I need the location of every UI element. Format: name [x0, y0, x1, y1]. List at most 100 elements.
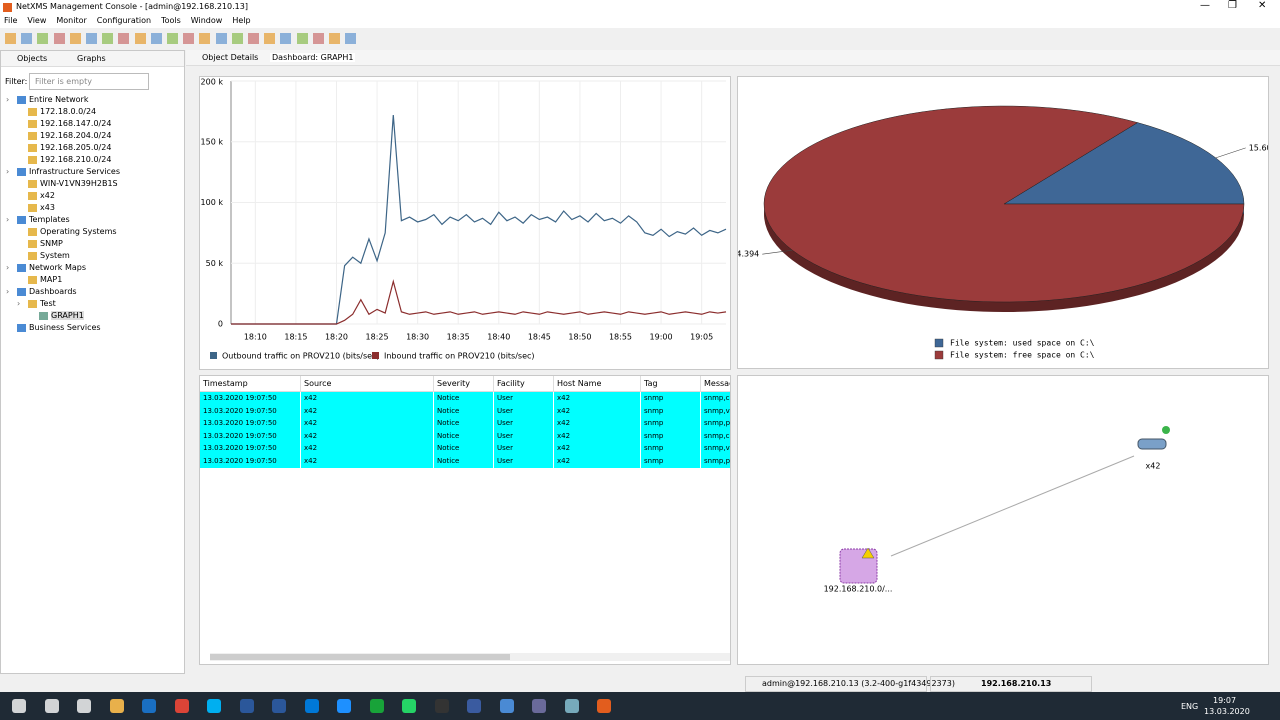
- clock-date[interactable]: 13.03.2020: [1204, 707, 1250, 716]
- restore[interactable]: ❐: [1228, 0, 1237, 11]
- taskbar-icon[interactable]: [77, 699, 91, 713]
- language[interactable]: ENG: [1181, 702, 1199, 711]
- taskbar-icon[interactable]: [467, 699, 481, 713]
- tree-item[interactable]: Entire Network: [29, 95, 89, 104]
- taskbar-icon[interactable]: [12, 699, 26, 713]
- taskbar-icon[interactable]: [272, 699, 286, 713]
- table-row[interactable]: [200, 442, 730, 455]
- tool-button[interactable]: [231, 33, 243, 44]
- taskbar-icon[interactable]: [207, 699, 221, 713]
- router-icon[interactable]: [1137, 438, 1167, 450]
- tool-button[interactable]: [37, 33, 49, 44]
- tool-button[interactable]: [215, 33, 227, 44]
- taskbar-icon[interactable]: [239, 699, 254, 713]
- tree-item[interactable]: Operating Systems: [40, 227, 117, 236]
- h-scrollbar[interactable]: [210, 653, 730, 661]
- menu-item[interactable]: Tools: [161, 16, 181, 25]
- scroll-thumb[interactable]: [210, 654, 510, 660]
- tree-item[interactable]: Templates: [29, 215, 70, 224]
- column-header[interactable]: Timestamp: [200, 376, 301, 391]
- tree-item[interactable]: Business Services: [29, 323, 101, 332]
- table-row[interactable]: [200, 429, 730, 443]
- taskbar-icon[interactable]: [402, 699, 416, 713]
- tool-button[interactable]: [296, 33, 308, 44]
- tool-button[interactable]: [167, 33, 178, 44]
- tool-button[interactable]: [5, 33, 16, 44]
- menu-item[interactable]: File: [4, 16, 18, 25]
- column-header[interactable]: Tag: [641, 376, 701, 391]
- menu-item[interactable]: Monitor: [56, 16, 87, 25]
- taskbar-icon[interactable]: [369, 699, 384, 713]
- menu-item[interactable]: Configuration: [96, 16, 152, 25]
- column-header[interactable]: Source: [301, 376, 434, 391]
- editor-tab[interactable]: Object Details: [202, 53, 259, 62]
- tool-button[interactable]: [280, 33, 292, 44]
- taskbar-icon[interactable]: [564, 699, 579, 713]
- taskbar-icon[interactable]: [174, 699, 189, 713]
- tool-button[interactable]: [345, 33, 357, 44]
- tool-button[interactable]: [86, 33, 97, 44]
- taskbar-icon[interactable]: [337, 699, 351, 713]
- expander[interactable]: ›: [6, 167, 10, 176]
- tree-item[interactable]: 192.168.205.0/24: [40, 143, 112, 152]
- tree-item[interactable]: 192.168.210.0/24: [40, 155, 112, 164]
- tool-button[interactable]: [118, 33, 130, 44]
- tree-item[interactable]: Infrastructure Services: [29, 167, 121, 176]
- expander[interactable]: ›: [17, 299, 21, 308]
- editor-tab[interactable]: Dashboard: GRAPH1: [270, 53, 356, 62]
- expander[interactable]: ›: [6, 95, 10, 104]
- tree-item[interactable]: Test: [40, 299, 56, 308]
- column-header[interactable]: Facility: [494, 376, 554, 391]
- column-header[interactable]: Messag: [701, 376, 730, 391]
- menu-item[interactable]: View: [27, 16, 47, 25]
- expander[interactable]: ›: [6, 287, 10, 296]
- taskbar-icon[interactable]: [499, 699, 514, 713]
- tool-button[interactable]: [102, 33, 114, 44]
- tool-button[interactable]: [53, 33, 65, 44]
- tool-button[interactable]: [199, 33, 211, 44]
- table-row[interactable]: [200, 455, 730, 468]
- tree-item[interactable]: 172.18.0.0/24: [40, 107, 97, 116]
- tree-item[interactable]: x43: [40, 203, 55, 212]
- column-header[interactable]: Host Name: [554, 376, 641, 391]
- tool-button[interactable]: [264, 33, 276, 44]
- table-row[interactable]: [200, 392, 730, 405]
- menu-item[interactable]: Window: [190, 16, 223, 25]
- filter-input[interactable]: Filter is empty: [29, 73, 149, 90]
- taskbar-icon[interactable]: [532, 699, 546, 713]
- tool-button[interactable]: [329, 33, 340, 44]
- taskbar-icon[interactable]: [142, 699, 156, 713]
- taskbar-icon[interactable]: [597, 699, 611, 713]
- tree-item[interactable]: 192.168.147.0/24: [40, 119, 112, 128]
- expander[interactable]: ›: [6, 263, 10, 272]
- tree-item[interactable]: Network Maps: [29, 263, 86, 272]
- tool-button[interactable]: [134, 33, 146, 44]
- table-row[interactable]: [200, 404, 730, 418]
- tree-item[interactable]: x42: [40, 191, 55, 200]
- minimize[interactable]: —: [1200, 0, 1210, 11]
- expander[interactable]: ›: [6, 215, 10, 224]
- tree-item[interactable]: 192.168.204.0/24: [40, 131, 112, 140]
- tool-button[interactable]: [312, 33, 324, 44]
- tool-button[interactable]: [21, 33, 33, 44]
- tree-item[interactable]: MAP1: [40, 275, 63, 284]
- taskbar-icon[interactable]: [109, 699, 124, 713]
- tool-button[interactable]: [69, 33, 81, 44]
- tree-item[interactable]: System: [40, 251, 70, 260]
- tool-button[interactable]: [183, 33, 195, 44]
- view-tab[interactable]: Graphs: [77, 54, 106, 63]
- view-tab[interactable]: Objects: [17, 54, 48, 63]
- menu-item[interactable]: Help: [232, 16, 251, 25]
- tool-button[interactable]: [150, 33, 162, 44]
- taskbar-icon[interactable]: [434, 699, 449, 713]
- tree-item[interactable]: SNMP: [40, 239, 63, 248]
- taskbar-icon[interactable]: [44, 699, 59, 713]
- table-row[interactable]: [200, 417, 730, 430]
- clock-time[interactable]: 19:07: [1213, 696, 1237, 705]
- column-header[interactable]: Severity: [434, 376, 494, 391]
- close[interactable]: ✕: [1258, 0, 1267, 11]
- tool-button[interactable]: [248, 33, 259, 44]
- tree-item[interactable]: WIN-V1VN39H2B1S: [40, 179, 118, 188]
- tree-item[interactable]: GRAPH1: [51, 311, 84, 320]
- taskbar-icon[interactable]: [304, 699, 319, 713]
